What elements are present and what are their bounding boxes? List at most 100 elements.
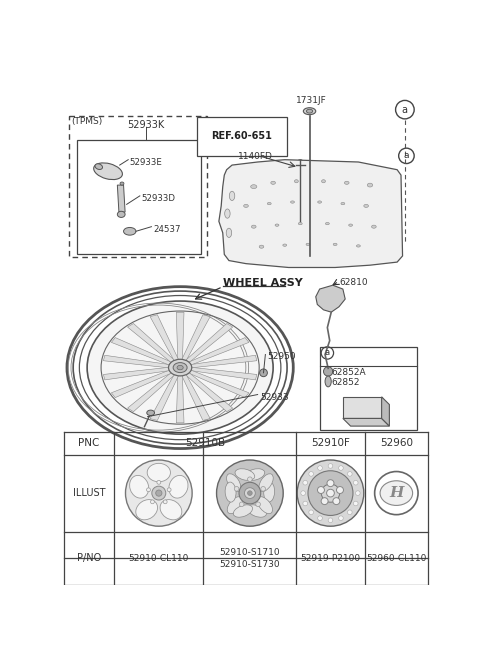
Text: 1140FD: 1140FD <box>238 152 273 161</box>
Circle shape <box>156 490 162 496</box>
Circle shape <box>348 472 352 476</box>
Ellipse shape <box>94 163 122 179</box>
Text: 52950: 52950 <box>268 352 296 361</box>
Polygon shape <box>182 374 210 420</box>
Circle shape <box>303 501 308 506</box>
Circle shape <box>256 502 260 507</box>
Polygon shape <box>128 373 175 412</box>
Ellipse shape <box>325 223 329 225</box>
Ellipse shape <box>244 204 248 208</box>
Text: a: a <box>404 151 409 160</box>
Text: 52933: 52933 <box>260 393 288 402</box>
Polygon shape <box>111 370 172 397</box>
Polygon shape <box>185 373 233 412</box>
Ellipse shape <box>117 212 125 217</box>
Circle shape <box>167 488 171 491</box>
Polygon shape <box>150 374 179 420</box>
Ellipse shape <box>298 223 302 225</box>
Circle shape <box>328 464 333 468</box>
Ellipse shape <box>95 164 103 170</box>
Text: H: H <box>389 486 404 500</box>
Text: 52933D: 52933D <box>142 194 175 203</box>
Ellipse shape <box>147 463 170 482</box>
Text: 1731JF: 1731JF <box>296 96 327 104</box>
Circle shape <box>328 518 333 522</box>
Ellipse shape <box>130 476 149 498</box>
Ellipse shape <box>173 363 187 373</box>
Ellipse shape <box>225 209 230 218</box>
Circle shape <box>260 369 267 376</box>
Text: a: a <box>325 348 330 357</box>
Ellipse shape <box>229 191 235 200</box>
Ellipse shape <box>235 468 255 480</box>
Ellipse shape <box>267 202 271 205</box>
Ellipse shape <box>303 108 316 114</box>
Circle shape <box>152 486 166 500</box>
Circle shape <box>353 501 358 506</box>
Ellipse shape <box>294 180 298 183</box>
Text: WHEEL ASSY: WHEEL ASSY <box>223 277 302 288</box>
Polygon shape <box>316 285 345 312</box>
Text: (TPMS): (TPMS) <box>72 118 103 126</box>
Text: REF.60-651: REF.60-651 <box>211 131 272 141</box>
Text: 52910F: 52910F <box>311 438 350 448</box>
Polygon shape <box>189 338 249 365</box>
Ellipse shape <box>275 224 279 226</box>
Ellipse shape <box>247 505 266 517</box>
Polygon shape <box>111 338 172 365</box>
Circle shape <box>163 500 167 504</box>
Circle shape <box>240 502 244 507</box>
Ellipse shape <box>251 185 257 189</box>
Ellipse shape <box>125 460 192 526</box>
Ellipse shape <box>177 365 183 370</box>
Ellipse shape <box>306 243 310 246</box>
Polygon shape <box>103 355 169 368</box>
Text: 52933E: 52933E <box>130 158 163 167</box>
Circle shape <box>318 516 323 520</box>
Circle shape <box>333 497 340 505</box>
Circle shape <box>239 482 261 504</box>
Ellipse shape <box>226 228 232 237</box>
Circle shape <box>248 477 252 482</box>
Ellipse shape <box>257 497 273 514</box>
Ellipse shape <box>271 181 276 185</box>
Text: 52960-CL110: 52960-CL110 <box>366 554 427 562</box>
Polygon shape <box>343 397 382 419</box>
Ellipse shape <box>169 476 188 498</box>
Text: ILLUST: ILLUST <box>73 488 105 498</box>
Ellipse shape <box>306 109 312 113</box>
Text: 52910-CL110: 52910-CL110 <box>129 554 189 562</box>
Polygon shape <box>343 419 389 426</box>
Ellipse shape <box>259 245 264 248</box>
Circle shape <box>356 491 360 495</box>
Polygon shape <box>182 315 210 361</box>
Circle shape <box>157 480 161 484</box>
Circle shape <box>317 487 324 493</box>
Ellipse shape <box>333 243 337 246</box>
Ellipse shape <box>225 482 236 502</box>
Polygon shape <box>191 367 257 380</box>
Polygon shape <box>103 367 169 380</box>
Ellipse shape <box>290 201 294 203</box>
Ellipse shape <box>322 180 325 183</box>
Ellipse shape <box>345 181 349 185</box>
Ellipse shape <box>259 474 273 491</box>
Circle shape <box>248 491 252 495</box>
Ellipse shape <box>227 474 241 491</box>
Ellipse shape <box>364 204 369 208</box>
Ellipse shape <box>123 227 136 235</box>
Text: 62852A: 62852A <box>331 369 366 377</box>
Circle shape <box>303 480 308 485</box>
Ellipse shape <box>136 499 157 520</box>
Text: 52910-S1710
52910-S1730: 52910-S1710 52910-S1730 <box>219 548 280 568</box>
Polygon shape <box>191 355 257 368</box>
Text: 62852: 62852 <box>331 378 360 388</box>
Circle shape <box>146 488 150 491</box>
Circle shape <box>244 487 255 499</box>
Ellipse shape <box>297 460 364 526</box>
Ellipse shape <box>283 244 287 246</box>
Text: a: a <box>402 104 408 114</box>
Text: PNC: PNC <box>78 438 100 448</box>
Ellipse shape <box>318 201 322 203</box>
Ellipse shape <box>357 245 360 247</box>
